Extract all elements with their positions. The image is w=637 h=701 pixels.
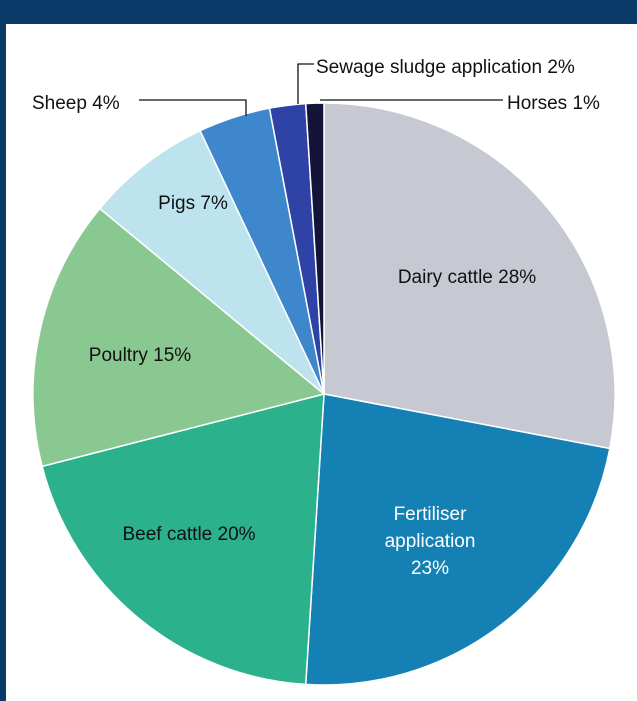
leader-line-sheep bbox=[139, 99, 247, 116]
slice-label-dairy-cattle: Dairy cattle 28% bbox=[398, 267, 536, 288]
slice-label-sewage-sludge-application: Sewage sludge application 2% bbox=[316, 57, 575, 78]
pie-slice-horses bbox=[304, 102, 325, 395]
left-border bbox=[0, 0, 6, 701]
slice-label-horses: Horses 1% bbox=[507, 93, 600, 114]
slice-label-beef-cattle: Beef cattle 20% bbox=[122, 524, 255, 545]
title-bar bbox=[0, 0, 637, 24]
slice-label-line: Fertiliser bbox=[394, 504, 468, 525]
slice-label-sheep: Sheep 4% bbox=[32, 93, 120, 114]
leader-line-sewage-sludge-application bbox=[297, 63, 314, 104]
pie-slice-pigs bbox=[98, 129, 325, 395]
pie-slice-beef-cattle bbox=[41, 393, 325, 686]
pie-slice-dairy-cattle bbox=[323, 102, 616, 450]
slice-label-line: application bbox=[385, 531, 476, 552]
slice-label-poultry: Poultry 15% bbox=[89, 345, 192, 366]
slice-label-fertiliser-application: Fertiliser application 23% bbox=[385, 504, 476, 579]
pie-slice-poultry bbox=[32, 207, 326, 468]
slice-label-pigs: Pigs 7% bbox=[158, 193, 228, 214]
pie-slice-fertiliser-application bbox=[304, 393, 611, 686]
slice-label-line: 23% bbox=[411, 558, 449, 579]
